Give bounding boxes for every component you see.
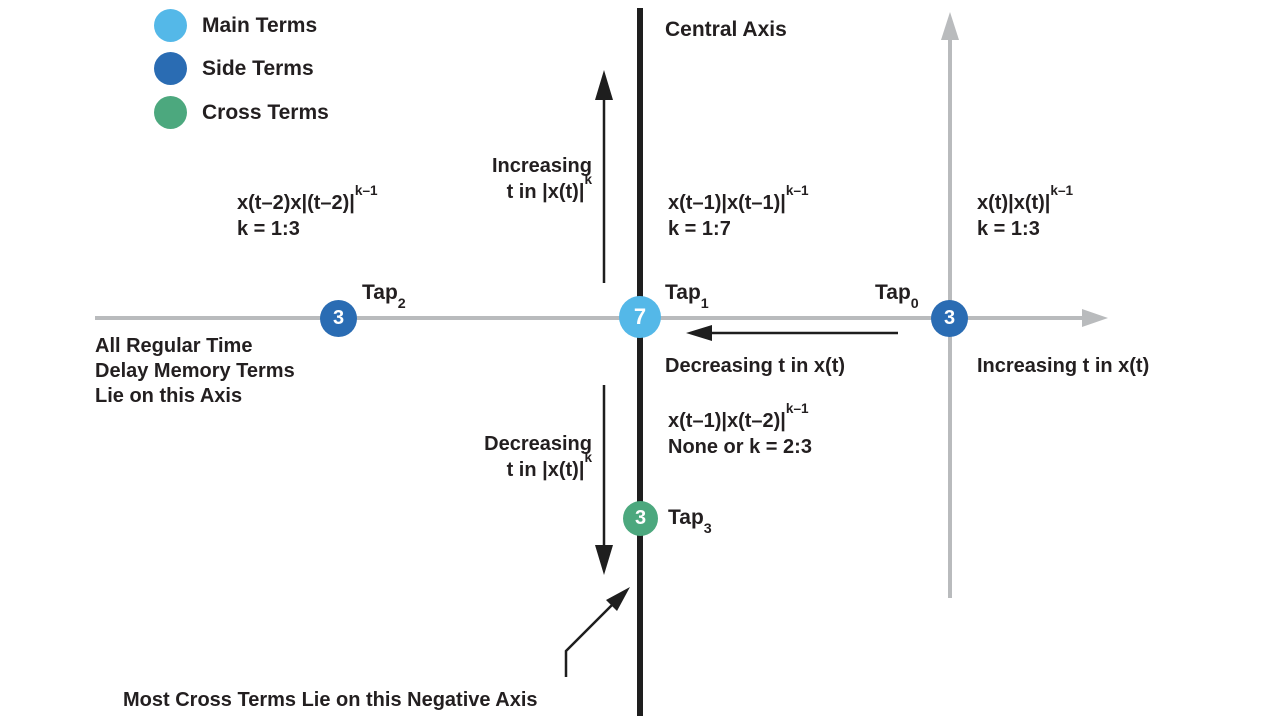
tap0-expression-range: k = 1:3 [977, 218, 1040, 240]
tap0-expression: x(t)|x(t)|k–1 k = 1:3 [977, 183, 1074, 242]
left-axis-note-line2: Delay Memory Terms [95, 360, 295, 382]
tap0-count: 3 [943, 307, 956, 329]
legend-label-cross-terms: Cross Terms [202, 100, 329, 124]
tap1-expression-range: k = 1:7 [668, 218, 731, 240]
tap2-expression-term: x(t–2)x|(t–2)|k–1 [237, 183, 378, 214]
legend-item-side-terms: Side Terms [154, 52, 314, 85]
main-terms-dot-icon [154, 9, 187, 42]
horizontal-axis-arrowhead-icon [1082, 309, 1108, 327]
tap1-label: Tap1 [665, 281, 709, 313]
tap2-expression: x(t–2)x|(t–2)|k–1 k = 1:3 [237, 183, 378, 242]
tap2-count: 3 [332, 307, 345, 329]
legend-label-side-terms: Side Terms [202, 56, 314, 80]
increasing-x-label: Increasing t in x(t) [977, 355, 1150, 377]
decreasing-x-label: Decreasing t in x(t) [665, 355, 846, 377]
tap1-expression: x(t–1)|x(t–1)|k–1 k = 1:7 [668, 183, 809, 242]
tap0-label: Tap0 [875, 281, 919, 313]
tap3-count: 3 [634, 507, 647, 529]
legend-item-cross-terms: Cross Terms [154, 96, 329, 129]
tap2-label: Tap2 [362, 281, 406, 313]
central-axis-label: Central Axis [665, 18, 787, 41]
tap3-expression-term: x(t–1)|x(t–2)|k–1 [668, 401, 809, 432]
down-arrowhead-icon [595, 545, 613, 575]
legend-label-main-terms: Main Terms [202, 13, 318, 37]
cross-terms-dot-icon [154, 96, 187, 129]
tap1-expression-term: x(t–1)|x(t–1)|k–1 [668, 183, 809, 214]
increasing-abs-label-line2: t in |x(t)|k [506, 172, 592, 203]
tap0-expression-term: x(t)|x(t)|k–1 [977, 183, 1074, 214]
left-axis-note-line1: All Regular Time [95, 335, 253, 357]
tap1-count: 7 [633, 304, 647, 329]
left-axis-note: All Regular Time Delay Memory Terms Lie … [95, 334, 295, 409]
tap3-expression-range: None or k = 2:3 [668, 436, 812, 458]
right-vertical-axis-arrowhead-icon [941, 12, 959, 40]
negative-axis-callout-arrow-line [564, 602, 615, 677]
tap2-expression-range: k = 1:3 [237, 218, 300, 240]
diagonal-arrowhead-icon [606, 587, 630, 611]
decreasing-abs-label: Decreasing t in |x(t)|k [432, 431, 592, 483]
tap3-label: Tap3 [668, 506, 712, 538]
negative-axis-note: Most Cross Terms Lie on this Negative Ax… [123, 689, 538, 711]
decreasing-abs-label-line2: t in |x(t)|k [506, 450, 592, 481]
tap0-node: 3 [931, 300, 968, 337]
up-arrowhead-icon [595, 70, 613, 100]
legend-item-main-terms: Main Terms [154, 9, 317, 42]
tap2-node: 3 [320, 300, 357, 337]
left-arrowhead-icon [686, 325, 712, 341]
decreasing-abs-label-line1: Decreasing [484, 433, 592, 455]
tap3-expression: x(t–1)|x(t–2)|k–1 None or k = 2:3 [668, 401, 812, 460]
tap3-node: 3 [623, 501, 658, 536]
tap1-node: 7 [619, 296, 661, 338]
increasing-abs-label: Increasing t in |x(t)|k [432, 153, 592, 205]
increasing-abs-label-line1: Increasing [491, 155, 592, 177]
side-terms-dot-icon [154, 52, 187, 85]
left-axis-note-line3: Lie on this Axis [95, 385, 243, 407]
